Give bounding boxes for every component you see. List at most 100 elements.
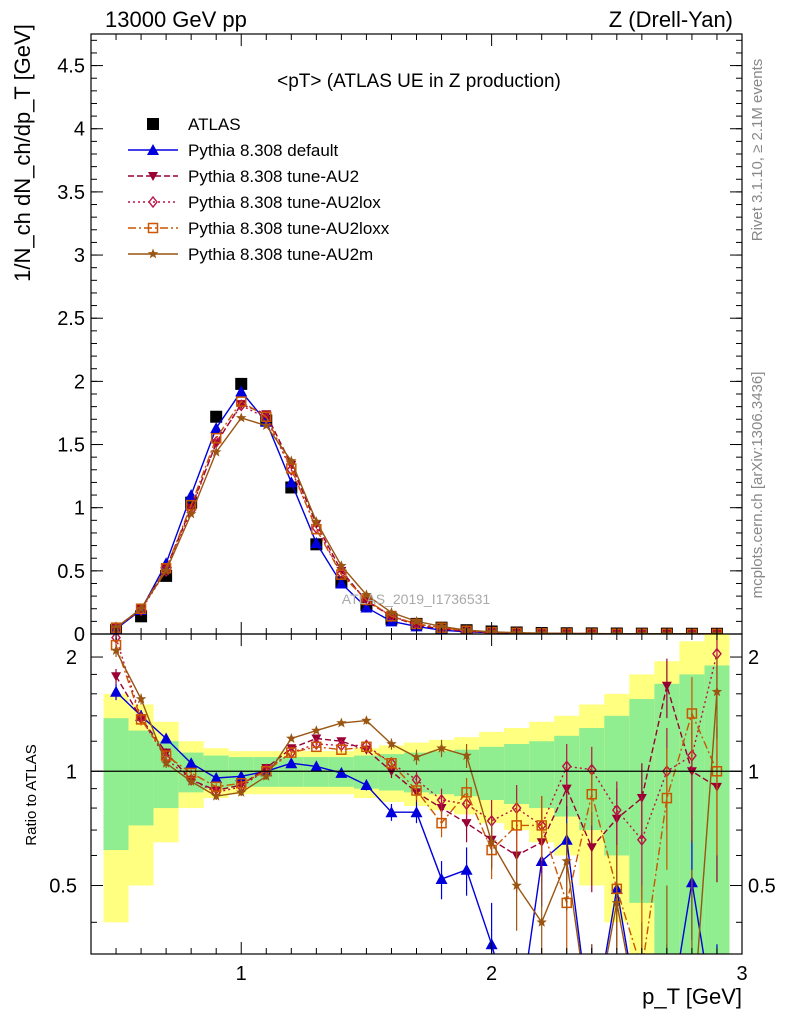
y-tick-label: 4.5 <box>57 56 85 78</box>
ratio-point <box>211 790 222 801</box>
legend-marker <box>147 144 159 155</box>
data-point <box>336 569 347 580</box>
ratio-point <box>311 741 322 753</box>
ratio-point <box>285 757 298 769</box>
energy-label: 13000 GeV pp <box>105 7 247 32</box>
ratio-point <box>210 772 223 784</box>
ratio-point <box>461 819 472 829</box>
data-point <box>411 615 422 626</box>
ratio-point <box>536 916 547 927</box>
ratio-point <box>436 742 447 753</box>
data-point <box>336 567 347 580</box>
legend-marker <box>147 248 159 259</box>
y-tick-label: 0.5 <box>57 561 85 583</box>
ratio-point <box>261 770 272 781</box>
ratio-point <box>486 836 497 847</box>
main-panel: 0 0.5 1 1.5 2 2.5 3 3.5 4 4.5 ATLAS_2019_I1736531… <box>10 24 743 646</box>
data-point <box>360 601 373 613</box>
ratio-point <box>185 776 197 786</box>
ratio-point <box>135 714 147 725</box>
data-point <box>236 400 247 410</box>
ratio-point <box>435 873 448 885</box>
process-label: Z (Drell-Yan) <box>609 7 733 32</box>
inner-band-bin <box>429 751 455 795</box>
data-point <box>336 560 347 571</box>
rivet-label: Rivet 3.1.10, ≥ 2.1M events <box>749 59 766 242</box>
ratio-point <box>561 855 572 866</box>
ratio-y-axis-label: Ratio to ATLAS <box>23 744 40 845</box>
ratio-point <box>386 738 397 749</box>
data-point <box>236 399 247 412</box>
data-point <box>211 446 222 457</box>
ratio-point <box>611 897 622 908</box>
ratio-point <box>160 757 172 768</box>
ratio-y-tick-label-right: 0.5 <box>748 876 776 898</box>
ratio-point <box>661 792 673 804</box>
chart-title: <pT> (ATLAS UE in Z production) <box>277 71 561 92</box>
ratio-point <box>110 645 122 655</box>
y-axis-label: 1/N_ch dN_ch/dp_T [GeV] <box>10 24 35 282</box>
ratio-point <box>511 880 522 890</box>
legend-marker <box>148 172 158 181</box>
ratio-point <box>586 843 597 853</box>
inner-band-bin <box>103 718 129 851</box>
ratio-point <box>687 749 697 762</box>
ratio-point <box>385 806 398 818</box>
ratio-point <box>310 760 323 772</box>
data-point <box>210 422 223 434</box>
y-tick-label: 2 <box>74 371 85 393</box>
y-tick-label: 3 <box>74 245 85 267</box>
ratio-point <box>335 766 348 778</box>
data-point <box>261 420 272 430</box>
ratio-point <box>436 817 447 829</box>
ratio-point <box>236 786 247 797</box>
data-point <box>285 476 298 488</box>
data-point <box>110 622 122 633</box>
ratio-point <box>360 779 373 791</box>
ratio-point <box>336 737 347 747</box>
legend-label: Pythia 8.308 tune-AU2lox <box>188 193 381 212</box>
y-tick-label: 2.5 <box>57 308 85 330</box>
ratio-point <box>461 797 472 811</box>
legend-label: Pythia 8.308 default <box>188 141 339 160</box>
data-point <box>386 607 397 617</box>
ratio-y-tick-label: 1 <box>66 761 77 783</box>
analysis-watermark: ATLAS_2019_I1736531 <box>342 591 491 607</box>
ratio-point <box>461 750 472 760</box>
ratio-point <box>611 804 622 817</box>
data-point <box>211 439 222 449</box>
data-point <box>186 503 197 513</box>
ratio-series-layer <box>110 634 723 954</box>
y-tick-label: 4 <box>74 119 85 141</box>
data-point <box>210 410 223 423</box>
legend-marker <box>147 118 159 130</box>
y-tick-label: 0 <box>74 624 85 646</box>
main-axes: 0 0.5 1 1.5 2 2.5 3 3.5 4 4.5 <box>57 33 743 646</box>
ratio-point <box>636 833 647 846</box>
legend-label: Pythia 8.308 tune-AU2loxx <box>188 219 390 238</box>
data-point <box>135 603 147 614</box>
ratio-point <box>686 708 698 719</box>
ratio-point <box>361 715 372 725</box>
ratio-point <box>111 672 122 682</box>
ratio-point <box>286 733 297 743</box>
ratio-point <box>286 747 297 758</box>
legend-entry: Pythia 8.308 tune-AU2m <box>128 245 373 264</box>
data-point <box>235 396 247 407</box>
ratio-point <box>311 725 322 735</box>
ratio-point <box>536 820 547 831</box>
legend-marker <box>147 222 159 234</box>
ratio-axes: 0.5 0.5 1 1 2 2 1 2 3 <box>49 633 776 985</box>
y-tick-label: 1.5 <box>57 435 85 457</box>
legend-label: ATLAS <box>188 115 241 134</box>
data-point <box>436 620 447 631</box>
data-point <box>311 516 322 526</box>
ratio-point <box>436 793 447 807</box>
inner-band-bin <box>479 746 505 801</box>
ratio-y-tick-label: 2 <box>66 647 77 669</box>
data-point <box>210 432 222 444</box>
data-point <box>361 597 372 607</box>
ratio-point <box>411 785 422 796</box>
data-point <box>235 377 248 390</box>
